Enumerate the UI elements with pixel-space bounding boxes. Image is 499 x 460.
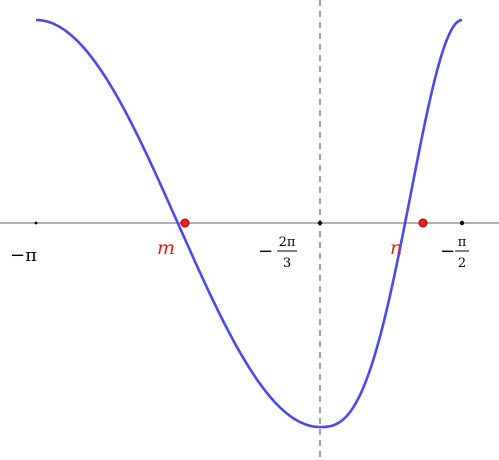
tick-denominator: 3 [283,256,291,271]
tick-numerator: π [458,235,467,250]
tick-mark-minus-pi-over-2 [459,220,465,226]
point-label-m: m [157,237,175,259]
point-label-n: n [390,237,402,259]
tick-label-minus-pi: −π [10,245,37,266]
tick-mark-minus-pi [34,221,38,225]
tick-denominator: 2 [458,256,466,271]
tick-label-minus-2pi-over-3: − 2π 3 [258,235,297,271]
tick-sign: − [258,241,273,262]
point-m [180,218,190,228]
tick-label-minus-pi-over-2: − π 2 [440,235,469,271]
point-n [418,218,428,228]
function-curve [35,18,463,429]
tick-sign: − [440,241,455,262]
tick-numerator: 2π [279,235,296,250]
tick-mark-minus-2pi-over-3 [317,220,323,226]
